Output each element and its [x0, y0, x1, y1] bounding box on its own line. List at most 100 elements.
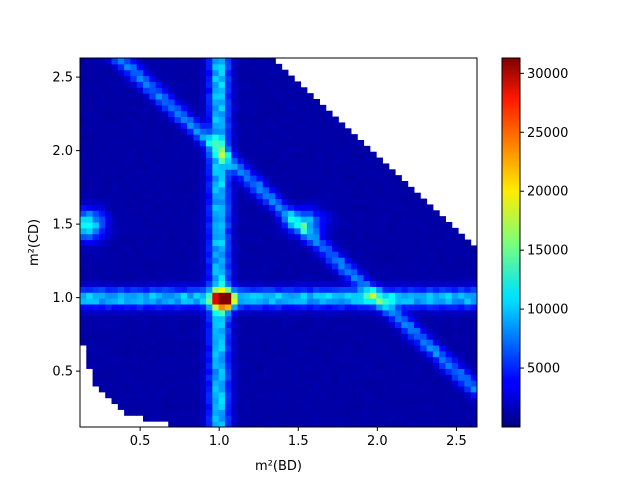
heatmap-cell — [357, 216, 365, 223]
heatmap-cell — [199, 350, 207, 358]
heatmap-cell — [180, 63, 188, 71]
heatmap-cell — [98, 134, 106, 141]
heatmap-cell — [464, 268, 472, 276]
heatmap-cell — [243, 339, 251, 346]
heatmap-cell — [300, 181, 308, 188]
heatmap-cell — [313, 298, 320, 305]
heatmap-cell — [357, 333, 365, 340]
heatmap-cell — [193, 257, 201, 264]
heatmap-cell — [243, 245, 251, 252]
heatmap-cell — [98, 245, 106, 252]
heatmap-cell — [212, 286, 220, 293]
heatmap-cell — [124, 93, 131, 100]
heatmap-cell — [224, 397, 232, 405]
heatmap-cell — [130, 163, 138, 170]
heatmap-cell — [300, 110, 308, 118]
heatmap-cell — [262, 140, 270, 147]
heatmap-cell — [300, 140, 308, 147]
heatmap-cell — [243, 415, 251, 422]
heatmap-cell — [294, 350, 302, 358]
heatmap-cell — [92, 286, 100, 293]
heatmap-cell — [300, 192, 308, 200]
heatmap-cell — [332, 415, 339, 422]
heatmap-cell — [275, 134, 283, 141]
heatmap-cell — [306, 315, 314, 323]
heatmap-cell — [325, 198, 333, 205]
heatmap-cell — [294, 263, 302, 270]
heatmap-cell — [350, 274, 358, 282]
heatmap-cell — [168, 104, 176, 112]
heatmap-cell — [281, 304, 289, 311]
heatmap-cell — [344, 151, 352, 159]
heatmap-cell — [451, 304, 459, 311]
heatmap-cell — [439, 391, 446, 399]
heatmap-cell — [161, 222, 169, 229]
heatmap-cell — [218, 122, 226, 129]
heatmap-cell — [313, 104, 320, 112]
heatmap-cell — [376, 186, 383, 194]
heatmap-cell — [86, 134, 94, 141]
heatmap-cell — [117, 350, 125, 358]
heatmap-cell — [86, 263, 94, 270]
heatmap-cell — [350, 403, 358, 410]
heatmap-cell — [206, 69, 213, 77]
heatmap-cell — [300, 210, 308, 217]
heatmap-cell — [262, 58, 270, 65]
heatmap-cell — [464, 239, 472, 246]
heatmap-cell — [86, 333, 94, 340]
heatmap-cell — [218, 350, 226, 358]
heatmap-cell — [439, 268, 446, 276]
heatmap-cell — [275, 403, 283, 410]
heatmap-cell — [80, 339, 87, 346]
heatmap-cell — [382, 327, 390, 334]
heatmap-cell — [401, 304, 409, 311]
heatmap-cell — [262, 251, 270, 258]
heatmap-cell — [237, 309, 245, 317]
heatmap-cell — [395, 356, 402, 364]
heatmap-cell — [168, 309, 176, 317]
heatmap-cell — [319, 257, 327, 264]
heatmap-cell — [149, 327, 157, 334]
heatmap-cell — [426, 251, 434, 258]
heatmap-cell — [105, 309, 113, 317]
heatmap-cell — [256, 350, 264, 358]
heatmap-cell — [86, 192, 94, 200]
heatmap-cell — [180, 245, 188, 252]
heatmap-cell — [451, 356, 459, 364]
heatmap-cell — [306, 386, 314, 393]
heatmap-cell — [439, 339, 446, 346]
heatmap-cell — [237, 286, 245, 293]
heatmap-cell — [439, 315, 446, 323]
heatmap-cell — [445, 403, 453, 410]
heatmap-cell — [168, 204, 176, 211]
heatmap-cell — [111, 274, 119, 282]
heatmap-cell — [420, 216, 428, 223]
heatmap-cell — [306, 175, 314, 182]
heatmap-cell — [206, 380, 213, 387]
heatmap-cell — [224, 257, 232, 264]
heatmap-cell — [111, 222, 119, 229]
heatmap-cell — [149, 186, 157, 194]
heatmap-cell — [130, 198, 138, 205]
heatmap-cell — [143, 268, 150, 276]
heatmap-cell — [155, 145, 163, 153]
heatmap-cell — [445, 227, 453, 235]
heatmap-cell — [313, 145, 320, 153]
heatmap-cell — [262, 210, 270, 217]
heatmap-cell — [98, 333, 106, 340]
heatmap-cell — [407, 333, 415, 340]
heatmap-cell — [464, 350, 472, 358]
heatmap-cell — [218, 181, 226, 188]
heatmap-cell — [143, 345, 150, 352]
heatmap-cell — [231, 99, 239, 106]
heatmap-cell — [363, 345, 371, 352]
heatmap-cell — [98, 251, 106, 258]
heatmap-cell — [218, 239, 226, 246]
heatmap-cell — [98, 298, 106, 305]
heatmap-cell — [319, 181, 327, 188]
heatmap-cell — [199, 134, 207, 141]
heatmap-cell — [143, 163, 150, 170]
heatmap-cell — [281, 69, 289, 77]
heatmap-cell — [275, 350, 283, 358]
